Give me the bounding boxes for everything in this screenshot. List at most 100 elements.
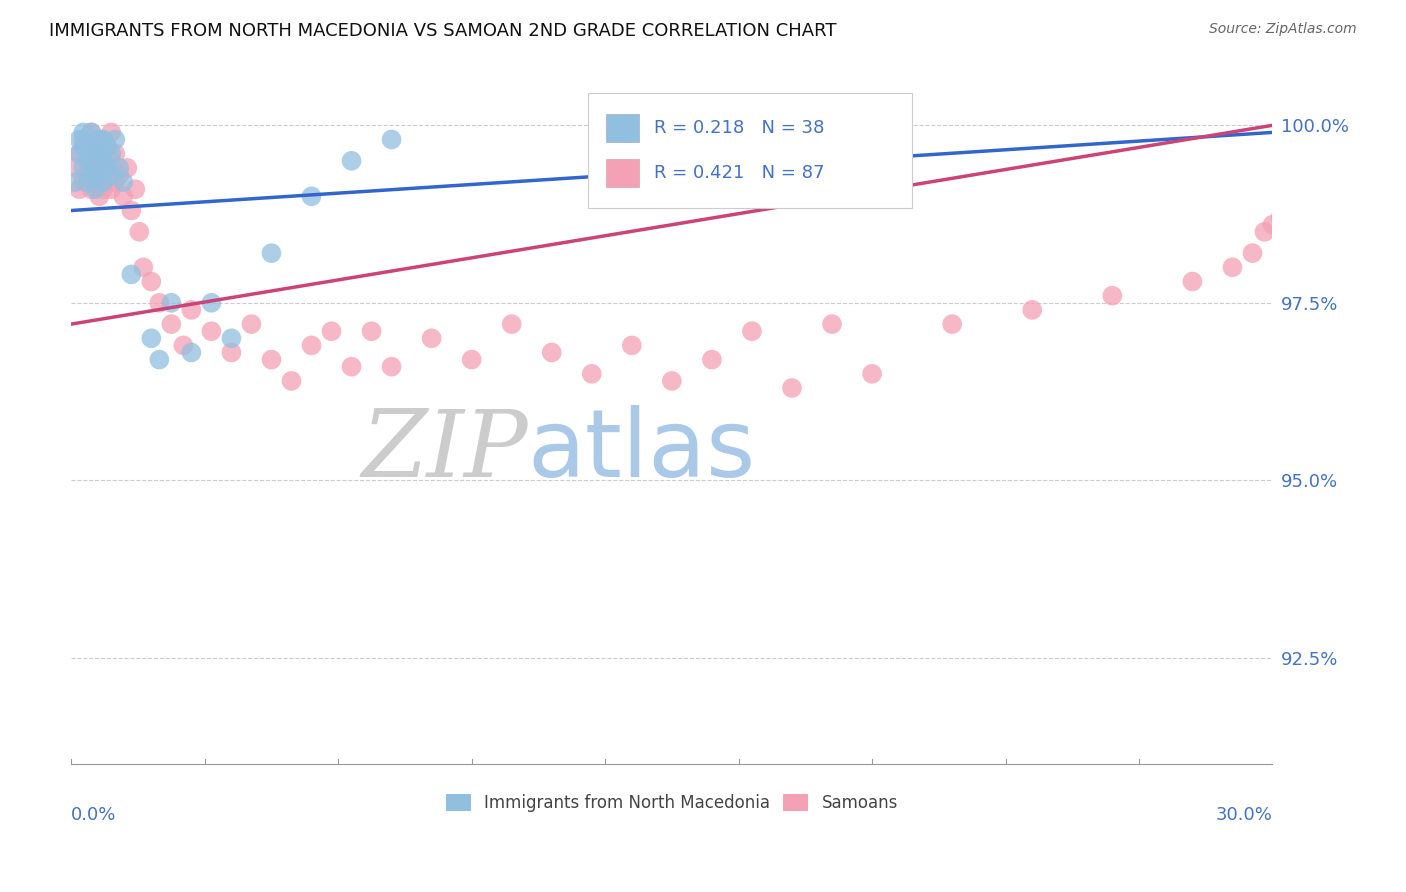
Point	[76, 139, 98, 153]
Point	[1302, 182, 1324, 196]
Point	[100, 153, 122, 168]
Point	[100, 182, 122, 196]
Point	[124, 182, 146, 196]
Point	[221, 345, 243, 359]
Point	[321, 324, 343, 338]
Point	[1222, 260, 1244, 275]
Point	[132, 260, 155, 275]
Point	[100, 168, 122, 182]
Legend: Immigrants from North Macedonia, Samoans: Immigrants from North Macedonia, Samoans	[439, 787, 904, 819]
Point	[96, 139, 118, 153]
Point	[76, 168, 98, 182]
Point	[1381, 161, 1403, 175]
Text: IMMIGRANTS FROM NORTH MACEDONIA VS SAMOAN 2ND GRADE CORRELATION CHART: IMMIGRANTS FROM NORTH MACEDONIA VS SAMOA…	[49, 22, 837, 40]
Point	[1101, 289, 1123, 303]
Point	[180, 345, 202, 359]
Point	[120, 203, 142, 218]
Point	[1341, 168, 1364, 182]
Point	[1241, 246, 1264, 260]
Point	[128, 225, 150, 239]
Point	[89, 168, 111, 182]
Point	[180, 302, 202, 317]
Point	[108, 161, 131, 175]
Point	[260, 352, 283, 367]
FancyBboxPatch shape	[588, 93, 912, 208]
Point	[120, 268, 142, 282]
Point	[89, 161, 111, 175]
Text: 0.0%: 0.0%	[72, 806, 117, 824]
Point	[280, 374, 302, 388]
Point	[420, 331, 443, 345]
Text: atlas: atlas	[527, 405, 756, 497]
Point	[72, 161, 94, 175]
Point	[620, 338, 643, 352]
Point	[65, 161, 87, 175]
Point	[89, 132, 111, 146]
Point	[96, 139, 118, 153]
Point	[89, 146, 111, 161]
Point	[581, 367, 603, 381]
Point	[172, 338, 194, 352]
Text: Source: ZipAtlas.com: Source: ZipAtlas.com	[1209, 22, 1357, 37]
Point	[67, 132, 90, 146]
Point	[260, 246, 283, 260]
Text: 30.0%: 30.0%	[1216, 806, 1272, 824]
Point	[91, 175, 114, 189]
Point	[84, 161, 107, 175]
Point	[80, 182, 103, 196]
Point	[104, 132, 127, 146]
Point	[72, 139, 94, 153]
Point	[80, 125, 103, 139]
Point	[301, 338, 323, 352]
Point	[91, 182, 114, 196]
Point	[741, 324, 763, 338]
Point	[860, 367, 883, 381]
Point	[661, 374, 683, 388]
Point	[1261, 218, 1284, 232]
Point	[91, 153, 114, 168]
Point	[141, 331, 163, 345]
Point	[76, 175, 98, 189]
Point	[112, 189, 135, 203]
Point	[1021, 302, 1043, 317]
Point	[117, 161, 139, 175]
Text: R = 0.421   N = 87: R = 0.421 N = 87	[654, 164, 824, 182]
Point	[112, 175, 135, 189]
Point	[1253, 225, 1275, 239]
Point	[91, 132, 114, 146]
Text: R = 0.218   N = 38: R = 0.218 N = 38	[654, 119, 824, 136]
Point	[96, 168, 118, 182]
Point	[360, 324, 382, 338]
Point	[340, 153, 363, 168]
Point	[104, 146, 127, 161]
Point	[91, 153, 114, 168]
Point	[84, 182, 107, 196]
Point	[72, 132, 94, 146]
Point	[84, 146, 107, 161]
Point	[89, 132, 111, 146]
Point	[240, 317, 263, 331]
Point	[80, 153, 103, 168]
Point	[460, 352, 482, 367]
Point	[108, 168, 131, 182]
Point	[821, 317, 844, 331]
Point	[200, 324, 222, 338]
Point	[80, 168, 103, 182]
FancyBboxPatch shape	[606, 159, 640, 186]
Point	[148, 352, 170, 367]
Point	[1281, 203, 1303, 218]
Point	[160, 295, 183, 310]
Point	[221, 331, 243, 345]
Point	[104, 175, 127, 189]
Point	[141, 275, 163, 289]
Point	[84, 139, 107, 153]
Point	[501, 317, 523, 331]
Point	[84, 175, 107, 189]
Point	[67, 146, 90, 161]
Point	[67, 182, 90, 196]
Point	[1270, 211, 1292, 225]
Point	[100, 125, 122, 139]
Point	[1294, 196, 1316, 211]
Point	[100, 146, 122, 161]
Point	[1181, 275, 1204, 289]
